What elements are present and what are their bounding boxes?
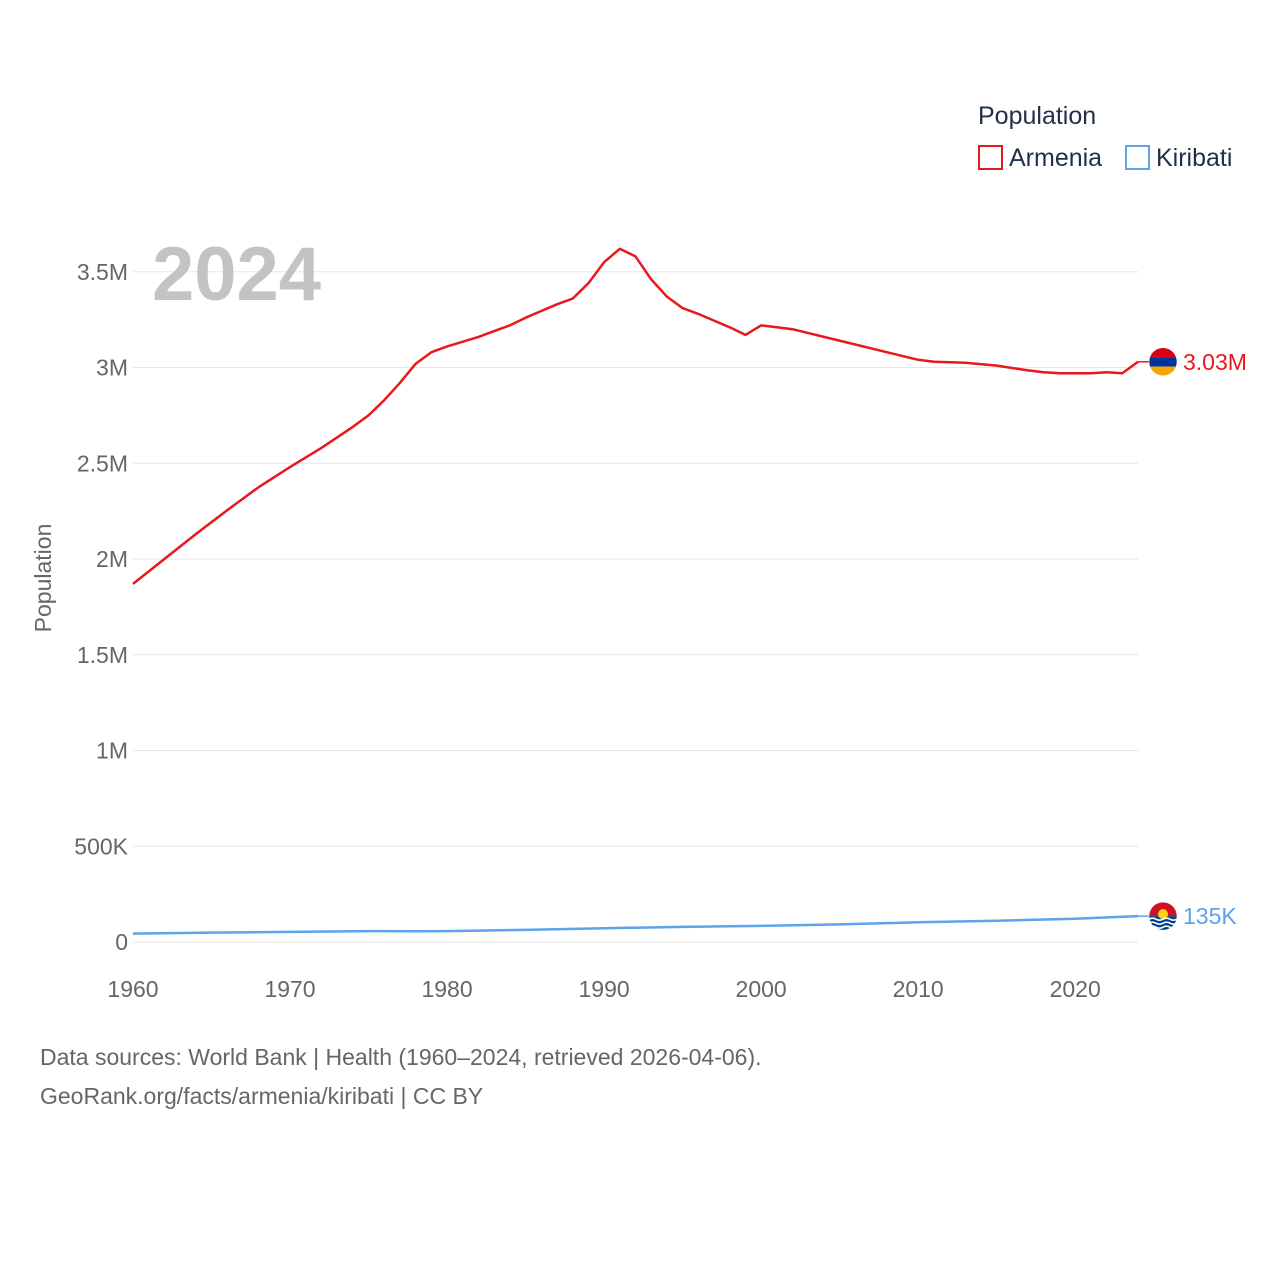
legend-label-kiribati: Kiribati [1156,144,1232,172]
y-tick-label: 0 [115,929,128,955]
legend-item-kiribati[interactable]: Kiribati [1125,144,1232,172]
y-tick-label: 500K [74,833,128,859]
population-chart: 2024 0 500K 1M 1.5M 2M 2.5M 3M 3.5M 1960 1970 198… [30,102,1247,1002]
legend[interactable]: Population Armenia Kiribati [978,102,1232,172]
grid-lines [133,271,1138,943]
y-tick-label: 1M [96,738,128,764]
legend-label-armenia: Armenia [1009,144,1102,172]
end-label-kiribati: 135K [1183,903,1237,929]
series-lines [132,247,1139,935]
year-label: 2024 [152,232,321,317]
footer-sources: Data sources: World Bank | Health (1960–… [40,1044,762,1070]
x-tick-label: 1990 [579,976,630,1002]
y-tick-label: 2.5M [77,450,128,476]
y-axis: 0 500K 1M 1.5M 2M 2.5M 3M 3.5M [74,259,128,955]
legend-title: Population [978,102,1096,130]
y-tick-label: 3.5M [77,259,128,285]
x-tick-label: 1970 [264,976,315,1002]
y-axis-title: Population [30,524,56,633]
x-tick-label: 2000 [736,976,787,1002]
y-tick-label: 3M [96,355,128,381]
legend-item-armenia[interactable]: Armenia [978,144,1102,172]
x-tick-label: 2010 [893,976,944,1002]
end-label-armenia: 3.03M [1183,349,1247,375]
footer-attribution: GeoRank.org/facts/armenia/kiribati | CC … [40,1083,484,1109]
series-line-armenia[interactable] [132,247,1139,585]
legend-swatch-kiribati [1125,145,1150,170]
armenia-flag-icon [1148,347,1178,377]
x-axis: 1960 1970 1980 1990 2000 2010 2020 [107,976,1100,1002]
x-tick-label: 1960 [107,976,158,1002]
y-tick-label: 1.5M [77,642,128,668]
legend-swatch-armenia [978,145,1003,170]
kiribati-flag-icon [1148,901,1178,931]
series-end-markers: 3.03M 135K [1138,347,1247,931]
x-tick-label: 1980 [421,976,472,1002]
x-tick-label: 2020 [1050,976,1101,1002]
series-line-kiribati[interactable] [132,914,1139,935]
y-tick-label: 2M [96,546,128,572]
